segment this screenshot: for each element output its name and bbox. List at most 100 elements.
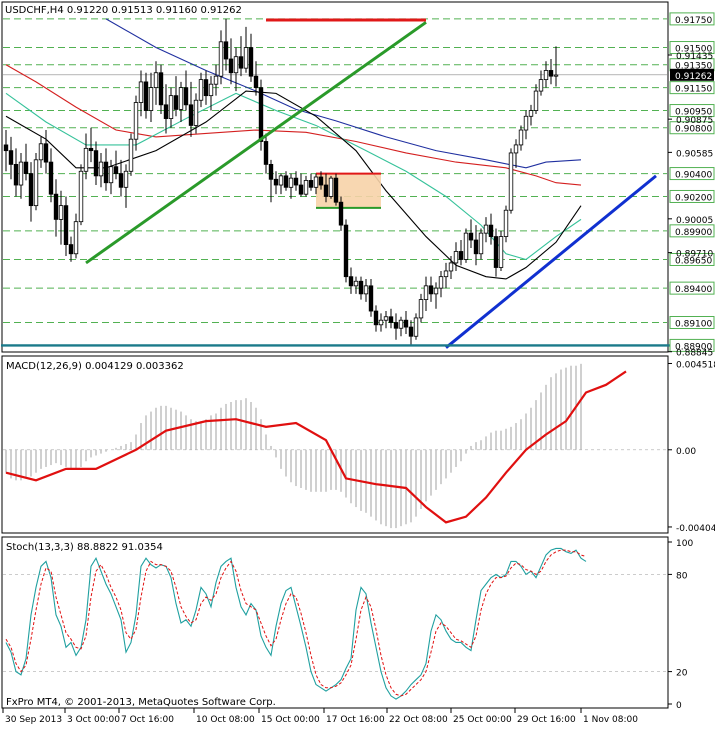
candle-body xyxy=(213,75,219,85)
candle-body xyxy=(263,141,269,165)
candle-body xyxy=(118,173,124,188)
candle xyxy=(78,164,84,226)
candle-body xyxy=(548,70,554,77)
candle-body xyxy=(228,58,234,74)
candle-body xyxy=(168,95,174,119)
candle-body xyxy=(153,72,159,89)
candle-body xyxy=(38,143,44,161)
candle xyxy=(98,152,104,188)
candle-body xyxy=(383,316,389,321)
candle-body xyxy=(458,251,464,260)
stoch-axis-label: 100 xyxy=(676,539,693,549)
candlesticks xyxy=(3,18,559,346)
price-level-tag xyxy=(669,224,715,238)
candle-body xyxy=(343,224,349,278)
candle-body xyxy=(298,184,304,195)
candle xyxy=(508,148,514,214)
price-level-tag xyxy=(669,338,715,352)
candle xyxy=(478,228,484,260)
candle-body xyxy=(508,152,514,211)
candle-body xyxy=(538,79,544,92)
current-price-tag xyxy=(670,68,714,81)
candle xyxy=(173,76,179,117)
candle-body xyxy=(293,177,299,186)
candle xyxy=(468,219,474,249)
price-level-tag xyxy=(669,41,715,55)
price-axis: 0.917500.915000.913500.911500.909500.908… xyxy=(668,12,715,359)
candle xyxy=(383,311,389,329)
candle-body xyxy=(178,87,184,110)
candle-body xyxy=(323,184,329,197)
candle-body xyxy=(543,70,549,81)
candle-body xyxy=(68,244,74,255)
candle xyxy=(288,173,294,199)
candle xyxy=(183,70,189,111)
uptrend-line xyxy=(445,174,657,349)
candle xyxy=(13,148,19,197)
candle xyxy=(58,190,64,245)
candle xyxy=(463,228,469,263)
candle-body xyxy=(353,280,359,287)
candle-body xyxy=(143,81,149,111)
candle-body xyxy=(438,276,444,289)
stoch-main-line xyxy=(5,547,587,700)
candle-body xyxy=(248,47,254,77)
stoch-title-label: Stoch(13,3,3) 88.8822 91.0354 xyxy=(6,542,163,553)
price-level-label: 0.88900 xyxy=(675,342,712,352)
candle-body xyxy=(388,316,394,323)
candle-body xyxy=(48,161,54,195)
stoch-axis-label: 80 xyxy=(676,571,688,581)
candle xyxy=(143,72,149,119)
candle xyxy=(43,130,49,174)
candle-body xyxy=(393,322,399,329)
candle xyxy=(168,87,174,128)
candle xyxy=(213,64,219,96)
candle-body xyxy=(313,176,319,188)
candle xyxy=(268,159,274,203)
candle-body xyxy=(123,170,129,188)
macd-panel-frame xyxy=(1,355,669,534)
candle-body xyxy=(478,232,484,255)
candle-body xyxy=(378,319,384,326)
stoch-panel-frame xyxy=(1,536,669,709)
copyright-label: FxPro MT4, © 2001-2013, MetaQuotes Softw… xyxy=(6,697,276,708)
candle-body xyxy=(78,170,84,223)
candle-body xyxy=(418,299,424,319)
candle-body xyxy=(413,317,419,337)
price-level-tag xyxy=(669,104,715,118)
candle-body xyxy=(223,41,229,60)
price-level-tag xyxy=(669,316,715,330)
candle-body xyxy=(403,319,409,328)
price-level-tag xyxy=(669,12,715,26)
candle xyxy=(33,152,39,211)
candle-body xyxy=(308,180,314,188)
price-axis-label: 0.89710 xyxy=(676,250,713,260)
candle-body xyxy=(288,177,294,188)
candle-body xyxy=(73,221,79,255)
candle-body xyxy=(138,81,144,103)
candle xyxy=(398,316,404,337)
time-axis-label: 30 Sep 2013 xyxy=(5,715,62,725)
candle-body xyxy=(533,90,539,111)
candle xyxy=(223,18,229,71)
price-level-label: 0.91750 xyxy=(675,16,712,26)
candle-body xyxy=(58,205,64,220)
candle xyxy=(218,30,224,85)
time-axis-label: 25 Oct 00:00 xyxy=(453,715,512,725)
price-level-label: 0.90200 xyxy=(675,193,712,203)
candle-body xyxy=(103,161,109,184)
candle xyxy=(458,240,464,266)
candle-body xyxy=(428,285,434,295)
candle xyxy=(553,46,559,87)
candle-body xyxy=(8,150,14,165)
candle-body xyxy=(63,205,69,245)
time-axis-label: 15 Oct 00:00 xyxy=(261,715,320,725)
candle xyxy=(193,93,199,134)
candle xyxy=(323,173,329,203)
candle-body xyxy=(268,163,274,180)
candle-body xyxy=(368,285,374,312)
candle xyxy=(333,173,339,206)
